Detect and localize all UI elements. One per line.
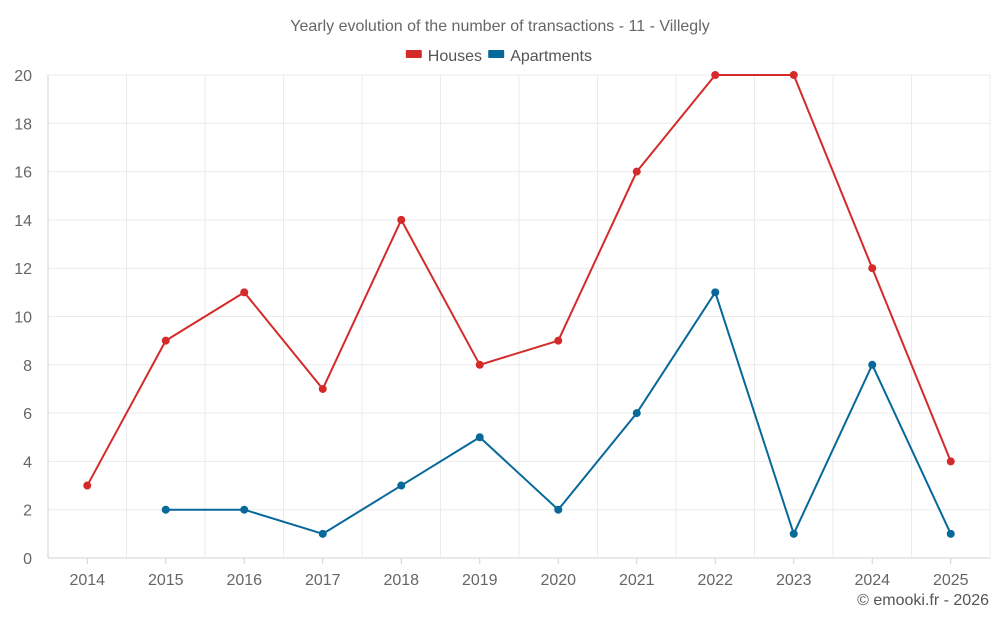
series-group xyxy=(83,71,955,538)
legend-label-houses[interactable]: Houses xyxy=(428,48,482,65)
x-tick-label: 2014 xyxy=(69,572,105,589)
data-point-apartments[interactable] xyxy=(554,505,563,514)
x-tick-label: 2015 xyxy=(148,572,184,589)
chart-title: Yearly evolution of the number of transa… xyxy=(290,18,710,35)
y-tick-label: 8 xyxy=(23,358,32,375)
data-point-houses[interactable] xyxy=(554,336,563,345)
data-point-apartments[interactable] xyxy=(240,505,249,514)
data-point-apartments[interactable] xyxy=(789,529,798,538)
y-tick-label: 18 xyxy=(14,116,32,133)
data-point-apartments[interactable] xyxy=(632,409,641,418)
legend-swatch-apartments[interactable] xyxy=(488,50,505,58)
y-tick-label: 16 xyxy=(14,165,32,182)
data-point-apartments[interactable] xyxy=(397,481,406,490)
data-point-houses[interactable] xyxy=(946,457,955,466)
y-tick-label: 20 xyxy=(14,68,32,85)
series-line-houses xyxy=(86,74,952,487)
y-tick-label: 2 xyxy=(23,503,32,520)
x-tick-label: 2024 xyxy=(854,572,890,589)
x-tick-label: 2016 xyxy=(226,572,262,589)
x-tick-label: 2020 xyxy=(540,572,576,589)
data-point-apartments[interactable] xyxy=(318,529,327,538)
data-point-apartments[interactable] xyxy=(868,360,877,369)
y-tick-label: 6 xyxy=(23,406,32,423)
x-tick-label: 2023 xyxy=(776,572,812,589)
y-tick-label: 12 xyxy=(14,261,32,278)
data-point-apartments[interactable] xyxy=(711,288,720,297)
x-tick-label: 2022 xyxy=(697,572,733,589)
data-point-apartments[interactable] xyxy=(946,529,955,538)
data-point-apartments[interactable] xyxy=(475,433,484,442)
legend-label-apartments[interactable]: Apartments xyxy=(510,48,592,65)
data-point-houses[interactable] xyxy=(318,384,327,393)
y-tick-label: 14 xyxy=(14,213,32,230)
grid xyxy=(47,74,991,559)
y-tick-label: 0 xyxy=(23,551,32,568)
data-point-houses[interactable] xyxy=(240,288,249,297)
x-tick-label: 2017 xyxy=(305,572,341,589)
credit-text: © emooki.fr - 2026 xyxy=(857,592,989,609)
data-point-houses[interactable] xyxy=(397,215,406,224)
data-point-houses[interactable] xyxy=(789,71,798,79)
data-point-houses[interactable] xyxy=(632,167,641,176)
x-tick-label: 2019 xyxy=(462,572,498,589)
data-point-houses[interactable] xyxy=(83,481,92,490)
x-tick-label: 2018 xyxy=(383,572,419,589)
y-tick-label: 4 xyxy=(23,454,32,471)
data-point-apartments[interactable] xyxy=(161,505,170,514)
x-tick-label: 2025 xyxy=(933,572,969,589)
legend: Houses Apartments xyxy=(405,48,592,65)
x-tick-label: 2021 xyxy=(619,572,655,589)
data-point-houses[interactable] xyxy=(868,264,877,273)
axes: 0 2 4 6 8 10 12 14 16 18 20 2014 2015 2016 2017 2018 201… xyxy=(14,68,968,589)
data-point-houses[interactable] xyxy=(475,360,484,369)
data-point-houses[interactable] xyxy=(711,71,720,79)
legend-swatch-houses[interactable] xyxy=(405,50,422,58)
data-point-houses[interactable] xyxy=(161,336,170,345)
y-tick-label: 10 xyxy=(14,310,32,327)
